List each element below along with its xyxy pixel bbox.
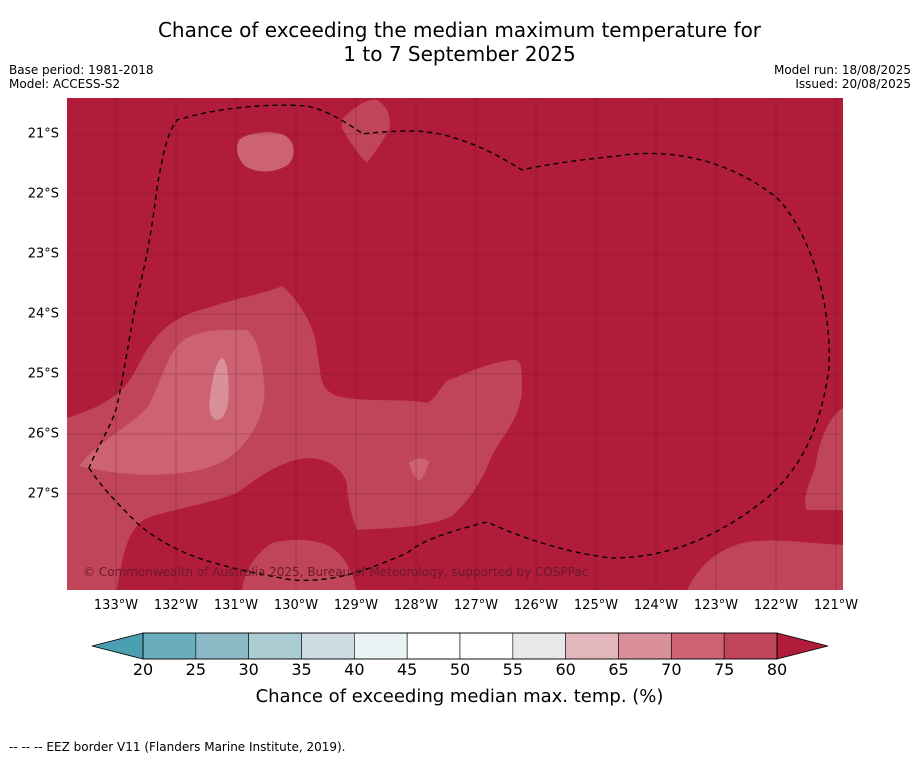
lon-label-128w: 128°W — [393, 598, 439, 613]
lat-label-21s: 21°S — [27, 126, 59, 142]
colorbar-segment — [671, 632, 725, 660]
lat-label-25s: 25°S — [27, 366, 59, 382]
base-period-text: Base period: 1981-2018 — [9, 63, 154, 77]
lon-label-132w: 132°W — [153, 598, 199, 613]
colorbar-segment — [142, 632, 197, 660]
lon-label-126w: 126°W — [513, 598, 559, 613]
model-info: Base period: 1981-2018 Model: ACCESS-S2 — [9, 63, 154, 91]
colorbar-tick-label: 25 — [185, 660, 207, 679]
colorbar-segment — [723, 632, 778, 660]
issued-text: Issued: 20/08/2025 — [795, 77, 911, 91]
colorbar-segment — [195, 632, 249, 660]
region-70-75-north — [237, 132, 294, 172]
colorbar-tick-label: 45 — [396, 660, 418, 679]
colorbar-tick-label: 70 — [661, 660, 682, 679]
colorbar-segment — [406, 632, 461, 660]
copyright-text: © Commonwealth of Australia 2025, Bureau… — [83, 565, 589, 579]
lon-label-127w: 127°W — [453, 598, 499, 613]
lon-label-122w: 122°W — [753, 598, 799, 613]
colorbar-segments — [142, 632, 778, 660]
lon-label-133w: 133°W — [93, 598, 139, 613]
colorbar-segment — [512, 632, 566, 660]
title-line-2: 1 to 7 September 2025 — [343, 42, 576, 66]
probability-map — [67, 98, 843, 590]
colorbar-segment — [565, 632, 619, 660]
model-run-text: Model run: 18/08/2025 — [773, 63, 911, 77]
map-grid — [67, 98, 843, 590]
region-75-80-south — [242, 539, 357, 590]
region-65-70-west — [209, 358, 229, 420]
lat-label-22s: 22°S — [27, 186, 59, 202]
lon-label-125w: 125°W — [573, 598, 619, 613]
lon-label-129w: 129°W — [333, 598, 379, 613]
colorbar-segment — [301, 632, 355, 660]
lat-label-23s: 23°S — [27, 246, 59, 262]
colorbar-tick-label: 80 — [766, 660, 788, 679]
colorbar-segment — [248, 632, 302, 660]
colorbar-high-extend — [776, 632, 829, 660]
colorbar-tick-label: 60 — [555, 660, 576, 679]
lon-label-121w: 121°W — [813, 598, 859, 613]
region-75-80-east — [804, 408, 843, 510]
colorbar-tick-label: 55 — [502, 660, 524, 679]
lon-label-131w: 131°W — [213, 598, 259, 613]
colorbar-title: Chance of exceeding median max. temp. (%… — [255, 686, 664, 707]
region-75-80-southeast — [687, 540, 843, 590]
colorbar-tick-label: 35 — [291, 660, 312, 679]
eez-footnote: -- -- -- EEZ border V11 (Flanders Marine… — [9, 740, 346, 754]
model-text: Model: ACCESS-S2 — [9, 77, 121, 91]
lat-label-27s: 27°S — [27, 486, 59, 502]
colorbar-segment — [459, 632, 514, 660]
colorbar-segment — [354, 632, 408, 660]
colorbar-tick-label: 75 — [713, 660, 735, 679]
run-info: Model run: 18/08/2025 Issued: 20/08/2025 — [774, 63, 911, 91]
colorbar-frame — [142, 632, 778, 660]
map-title: Chance of exceeding the median maximum t… — [0, 18, 919, 66]
eez-border — [88, 104, 830, 582]
colorbar — [91, 632, 829, 660]
region-75-80-north — [342, 99, 390, 163]
colorbar-segment — [618, 632, 672, 660]
colorbar-tick-label: 40 — [344, 660, 365, 679]
lat-label-26s: 26°S — [27, 426, 59, 442]
colorbar-tick-label: 20 — [132, 660, 154, 679]
lat-label-24s: 24°S — [27, 306, 59, 322]
lon-label-123w: 123°W — [693, 598, 739, 613]
colorbar-tick-label: 50 — [449, 660, 471, 679]
region-70-75-small — [409, 458, 429, 481]
colorbar-tick-label: 30 — [238, 660, 259, 679]
colorbar-low-extend — [91, 632, 144, 660]
lon-label-124w: 124°W — [633, 598, 679, 613]
title-line-1: Chance of exceeding the median maximum t… — [157, 18, 762, 42]
lon-label-130w: 130°W — [273, 598, 319, 613]
colorbar-tick-label: 65 — [608, 660, 629, 679]
